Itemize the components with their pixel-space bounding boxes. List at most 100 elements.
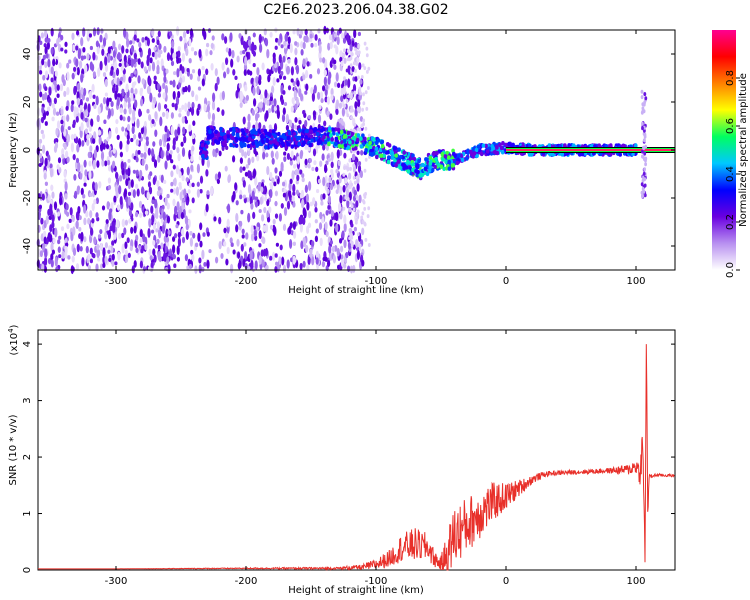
spectrogram-speckle (339, 50, 343, 58)
spectrogram-speckle (261, 259, 265, 268)
spectrogram-speckle (283, 179, 287, 189)
spectrogram-ridge-point (446, 155, 451, 160)
spectrogram-speckle (50, 27, 54, 37)
spectrogram-speckle (247, 157, 251, 166)
spectrogram-speckle (42, 54, 47, 60)
spectrogram-speckle (229, 237, 233, 244)
spectrogram-speckle (366, 214, 370, 219)
spectrogram-speckle (198, 155, 202, 161)
spectrogram-speckle (51, 116, 55, 122)
spectrogram-speckle (170, 60, 175, 67)
spectrogram-speckle (122, 73, 126, 83)
spectrogram-speckle (172, 244, 176, 254)
spectrogram-speckle (85, 245, 89, 254)
spectrogram-ridge-point (444, 159, 448, 164)
spectrogram-speckle (341, 230, 345, 239)
spectrogram-speckle (45, 53, 49, 59)
spectrogram-speckle (250, 224, 254, 234)
spectrogram-speckle (163, 75, 167, 83)
spectrogram-speckle (640, 89, 644, 94)
spectrogram-speckle (191, 90, 195, 98)
spectrogram-ridge-point (447, 166, 452, 171)
spectrogram-speckle (64, 193, 68, 200)
spectrogram-speckle (82, 46, 86, 53)
spectrogram-ridge-point (460, 157, 465, 163)
spectrogram-speckle (280, 70, 284, 77)
spectrogram-ridge-point (423, 166, 428, 172)
spectrogram-speckle (314, 43, 318, 48)
spectrogram-speckle (307, 115, 312, 120)
spectrogram-speckle (146, 54, 150, 61)
spectrogram-speckle (322, 85, 326, 92)
spectrogram-speckle (367, 66, 371, 71)
spectrogram-speckle (49, 167, 54, 178)
spectrogram-speckle (329, 240, 333, 245)
spectrogram-speckle (50, 184, 54, 191)
spectrogram-speckle (110, 245, 114, 254)
spectrogram-speckle (181, 175, 185, 182)
spectrogram-speckle (177, 209, 182, 220)
spectrogram-speckle (221, 62, 225, 71)
spectrogram-speckle (152, 176, 156, 186)
spectrogram-speckle (330, 161, 334, 169)
spectrogram-ridge-point (204, 144, 209, 149)
spectrogram-speckle (250, 259, 254, 270)
spectrogram-speckle (115, 126, 119, 135)
spectrogram-speckle (138, 132, 142, 139)
spectrogram-speckle (167, 229, 171, 235)
spectrogram-ridge-point (331, 127, 335, 132)
spectrogram-speckle (326, 96, 330, 105)
spectrogram-speckle (107, 229, 111, 240)
spectrogram-speckle (143, 66, 147, 73)
spectrogram-speckle (56, 111, 60, 116)
spectrogram-speckle (40, 116, 45, 124)
spectrogram-speckle (359, 79, 363, 85)
spectrogram-ridge-point (317, 138, 321, 144)
spectrogram-speckle (193, 50, 198, 56)
spectrogram-speckle (135, 234, 139, 242)
spectrogram-ridge-point (298, 128, 302, 133)
spectrogram-speckle (141, 186, 145, 195)
spectrogram-ridge-point (382, 153, 386, 159)
spectrogram-speckle (57, 211, 61, 217)
spectrogram-speckle (356, 127, 360, 132)
spectrogram-speckle (195, 242, 199, 248)
spectrogram-speckle (186, 166, 190, 176)
spectrogram-speckle (166, 142, 170, 152)
spectrogram-speckle (343, 263, 347, 269)
spectrogram-speckle (124, 59, 128, 68)
spectrogram-speckle (101, 205, 106, 211)
spectrogram-speckle (104, 242, 108, 249)
spectrogram-speckle (181, 236, 186, 244)
spectrogram-speckle (311, 240, 315, 247)
spectrogram-speckle (176, 56, 180, 65)
spectrogram-speckle (130, 202, 134, 211)
spectrogram-speckle (343, 152, 347, 159)
spectrogram-speckle (239, 102, 243, 109)
spectrogram-ridge-point (277, 131, 281, 137)
spectrogram-speckle (211, 120, 215, 128)
spectrogram-speckle (164, 104, 168, 109)
x-tick-label: -100 (365, 276, 388, 287)
spectrogram-speckle (343, 214, 347, 225)
spectrogram-speckle (89, 192, 93, 198)
spectrogram-speckle (184, 102, 188, 112)
spectrogram-speckle (153, 159, 158, 168)
spectrogram-speckle (293, 230, 297, 239)
spectrogram-speckle (126, 139, 130, 145)
spectrogram-speckle (59, 83, 64, 92)
spectrogram-speckle (141, 36, 145, 43)
spectrogram-speckle (258, 254, 262, 265)
spectrogram-speckle (141, 245, 145, 252)
spectrogram-speckle (349, 63, 353, 68)
spectrogram-speckle (156, 221, 160, 230)
spectrogram-speckle (91, 218, 95, 224)
spectrogram-speckle (124, 249, 128, 256)
spectrogram-speckle (269, 255, 273, 261)
spectrogram-ridge-point (286, 135, 291, 141)
spectrogram-speckle (52, 58, 56, 67)
spectrogram-speckle (179, 35, 183, 42)
spectrogram-speckle (274, 253, 278, 258)
spectrogram-speckle (147, 181, 152, 188)
spectrogram-speckle (198, 257, 202, 264)
